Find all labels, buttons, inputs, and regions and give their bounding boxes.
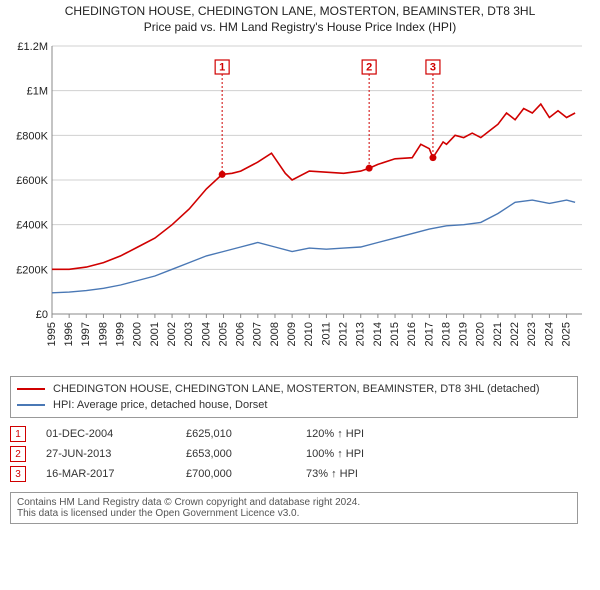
footer-line-1: Contains HM Land Registry data © Crown c… (17, 497, 571, 508)
sales-row-2: 2 27-JUN-2013 £653,000 100% ↑ HPI (10, 444, 590, 464)
svg-text:1995: 1995 (46, 322, 58, 346)
svg-text:2005: 2005 (217, 322, 229, 346)
svg-text:2016: 2016 (406, 322, 418, 346)
svg-text:1999: 1999 (115, 322, 127, 346)
svg-text:2017: 2017 (423, 322, 435, 346)
sale-date-1: 01-DEC-2004 (46, 428, 186, 440)
svg-text:2021: 2021 (492, 322, 504, 346)
svg-text:£200K: £200K (16, 264, 48, 276)
svg-text:2015: 2015 (389, 322, 401, 346)
svg-text:1: 1 (219, 61, 225, 73)
svg-text:2014: 2014 (372, 322, 384, 346)
footer: Contains HM Land Registry data © Crown c… (10, 492, 578, 524)
sale-pct-3: 73% ↑ HPI (306, 468, 426, 480)
sale-marker-2: 2 (10, 446, 26, 462)
svg-text:2008: 2008 (269, 322, 281, 346)
svg-text:1996: 1996 (63, 322, 75, 346)
svg-text:2001: 2001 (149, 322, 161, 346)
chart-svg: £0 £200K £400K £600K £800K £1M £1.2M 1995 1996 19… (8, 40, 588, 370)
sales-table: 1 01-DEC-2004 £625,010 120% ↑ HPI 2 27-J… (10, 424, 590, 484)
legend-item-hpi: HPI: Average price, detached house, Dors… (17, 397, 571, 413)
sale-date-2: 27-JUN-2013 (46, 448, 186, 460)
sale-date-3: 16-MAR-2017 (46, 468, 186, 480)
svg-text:2006: 2006 (235, 322, 247, 346)
legend: CHEDINGTON HOUSE, CHEDINGTON LANE, MOSTE… (10, 376, 578, 418)
chart-container: CHEDINGTON HOUSE, CHEDINGTON LANE, MOSTE… (0, 0, 600, 590)
svg-text:2023: 2023 (526, 322, 538, 346)
svg-text:£1M: £1M (27, 86, 48, 98)
svg-text:2020: 2020 (475, 322, 487, 346)
svg-text:1997: 1997 (80, 322, 92, 346)
sale-pct-1: 120% ↑ HPI (306, 428, 426, 440)
sale-marker-3: 3 (10, 466, 26, 482)
legend-label-property: CHEDINGTON HOUSE, CHEDINGTON LANE, MOSTE… (53, 383, 540, 395)
footer-line-2: This data is licensed under the Open Gov… (17, 508, 571, 519)
sale-marker-1: 1 (10, 426, 26, 442)
svg-text:2009: 2009 (286, 322, 298, 346)
svg-text:2010: 2010 (303, 322, 315, 346)
svg-text:2013: 2013 (355, 322, 367, 346)
svg-text:1998: 1998 (97, 322, 109, 346)
svg-text:2022: 2022 (509, 322, 521, 346)
svg-text:3: 3 (430, 61, 436, 73)
svg-text:£400K: £400K (16, 220, 48, 232)
sale-price-1: £625,010 (186, 428, 306, 440)
sale-price-3: £700,000 (186, 468, 306, 480)
svg-text:2000: 2000 (132, 322, 144, 346)
svg-text:2019: 2019 (458, 322, 470, 346)
sale-pct-2: 100% ↑ HPI (306, 448, 426, 460)
svg-text:2012: 2012 (337, 322, 349, 346)
svg-text:2004: 2004 (200, 322, 212, 346)
svg-text:2003: 2003 (183, 322, 195, 346)
sale-price-2: £653,000 (186, 448, 306, 460)
legend-swatch-property (17, 388, 45, 390)
title-block: CHEDINGTON HOUSE, CHEDINGTON LANE, MOSTE… (0, 0, 600, 36)
svg-text:£800K: £800K (16, 130, 48, 142)
svg-text:2007: 2007 (252, 322, 264, 346)
title-line-1: CHEDINGTON HOUSE, CHEDINGTON LANE, MOSTE… (8, 4, 592, 18)
title-line-2: Price paid vs. HM Land Registry's House … (8, 20, 592, 34)
sales-row-3: 3 16-MAR-2017 £700,000 73% ↑ HPI (10, 464, 590, 484)
chart: £0 £200K £400K £600K £800K £1M £1.2M 1995 1996 19… (8, 40, 588, 370)
svg-text:2: 2 (366, 61, 372, 73)
svg-text:£1.2M: £1.2M (17, 41, 48, 53)
svg-text:2002: 2002 (166, 322, 178, 346)
svg-text:2018: 2018 (440, 322, 452, 346)
legend-item-property: CHEDINGTON HOUSE, CHEDINGTON LANE, MOSTE… (17, 381, 571, 397)
svg-text:£0: £0 (36, 309, 48, 321)
sales-row-1: 1 01-DEC-2004 £625,010 120% ↑ HPI (10, 424, 590, 444)
svg-text:2025: 2025 (560, 322, 572, 346)
legend-swatch-hpi (17, 404, 45, 406)
svg-text:2011: 2011 (320, 322, 332, 346)
svg-text:£600K: £600K (16, 175, 48, 187)
legend-label-hpi: HPI: Average price, detached house, Dors… (53, 399, 267, 411)
svg-text:2024: 2024 (543, 322, 555, 346)
